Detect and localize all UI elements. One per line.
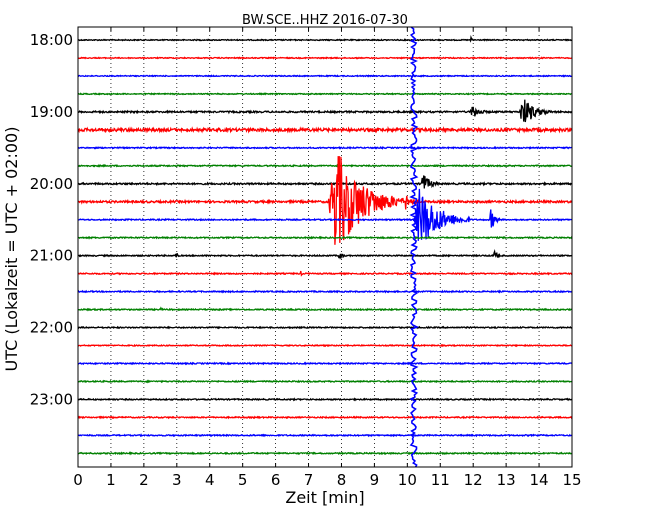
trace-2245 bbox=[77, 379, 573, 384]
y-axis-label: UTC (Lokalzeit = UTC + 02:00) bbox=[2, 127, 21, 372]
trace-2045 bbox=[77, 235, 573, 240]
x-tick-label: 12 bbox=[464, 471, 483, 489]
x-tick-label: 3 bbox=[172, 471, 182, 489]
x-tick-label: 11 bbox=[431, 471, 450, 489]
trace-1830 bbox=[77, 74, 573, 78]
grid-lines bbox=[110, 27, 540, 467]
trace-2315 bbox=[77, 415, 573, 420]
trace-2230 bbox=[77, 361, 573, 366]
y-tick-label: 22:00 bbox=[30, 319, 73, 337]
x-tick-label: 5 bbox=[238, 471, 248, 489]
trace-2100 bbox=[77, 249, 573, 260]
trace-2330 bbox=[77, 433, 573, 438]
trace-1800 bbox=[77, 35, 573, 43]
x-tick-label: 2 bbox=[139, 471, 149, 489]
x-tick-label: 8 bbox=[337, 471, 347, 489]
trace-2215 bbox=[77, 343, 573, 348]
trace-1900 bbox=[77, 99, 573, 123]
plot-frame bbox=[77, 26, 573, 468]
x-tick-label: 15 bbox=[562, 471, 581, 489]
trace-1845 bbox=[77, 92, 573, 96]
x-tick-label: 10 bbox=[398, 471, 417, 489]
y-tick-label: 21:00 bbox=[30, 247, 73, 265]
trace-1930 bbox=[77, 145, 573, 150]
trace-lines bbox=[77, 26, 573, 468]
y-tick-label: 20:00 bbox=[30, 175, 73, 193]
trace-2300 bbox=[77, 397, 573, 402]
trace-2000 bbox=[77, 175, 573, 189]
trace-2145 bbox=[77, 306, 573, 312]
x-tick-label: 4 bbox=[205, 471, 215, 489]
trace-2115 bbox=[77, 270, 573, 277]
x-axis-label: Zeit [min] bbox=[285, 488, 364, 507]
x-tick-label: 9 bbox=[370, 471, 380, 489]
trace-2030 bbox=[77, 188, 573, 241]
x-tick-label: 14 bbox=[530, 471, 549, 489]
trace-2130 bbox=[77, 289, 573, 294]
trace-1915 bbox=[77, 125, 573, 134]
saturated-trace bbox=[409, 26, 419, 468]
axis-ticks: 0 1 2 3 4 5 6 7 8 9 10 11 12 13 14 1518:0019:0020:0021:… bbox=[30, 27, 582, 489]
x-tick-label: 0 bbox=[73, 471, 83, 489]
trace-2015 bbox=[77, 156, 573, 245]
trace-2200 bbox=[77, 325, 573, 330]
y-tick-label: 23:00 bbox=[30, 390, 73, 408]
y-tick-label: 19:00 bbox=[30, 103, 73, 121]
x-tick-label: 1 bbox=[106, 471, 116, 489]
trace-1945 bbox=[78, 163, 573, 168]
x-tick-label: 7 bbox=[304, 471, 314, 489]
trace-1815 bbox=[77, 56, 573, 60]
chart-title: BW.SCE..HHZ 2016-07-30 bbox=[242, 13, 408, 28]
x-tick-label: 6 bbox=[271, 471, 281, 489]
x-tick-label: 13 bbox=[497, 471, 516, 489]
y-tick-label: 18:00 bbox=[30, 31, 73, 49]
trace-2345 bbox=[77, 451, 573, 456]
